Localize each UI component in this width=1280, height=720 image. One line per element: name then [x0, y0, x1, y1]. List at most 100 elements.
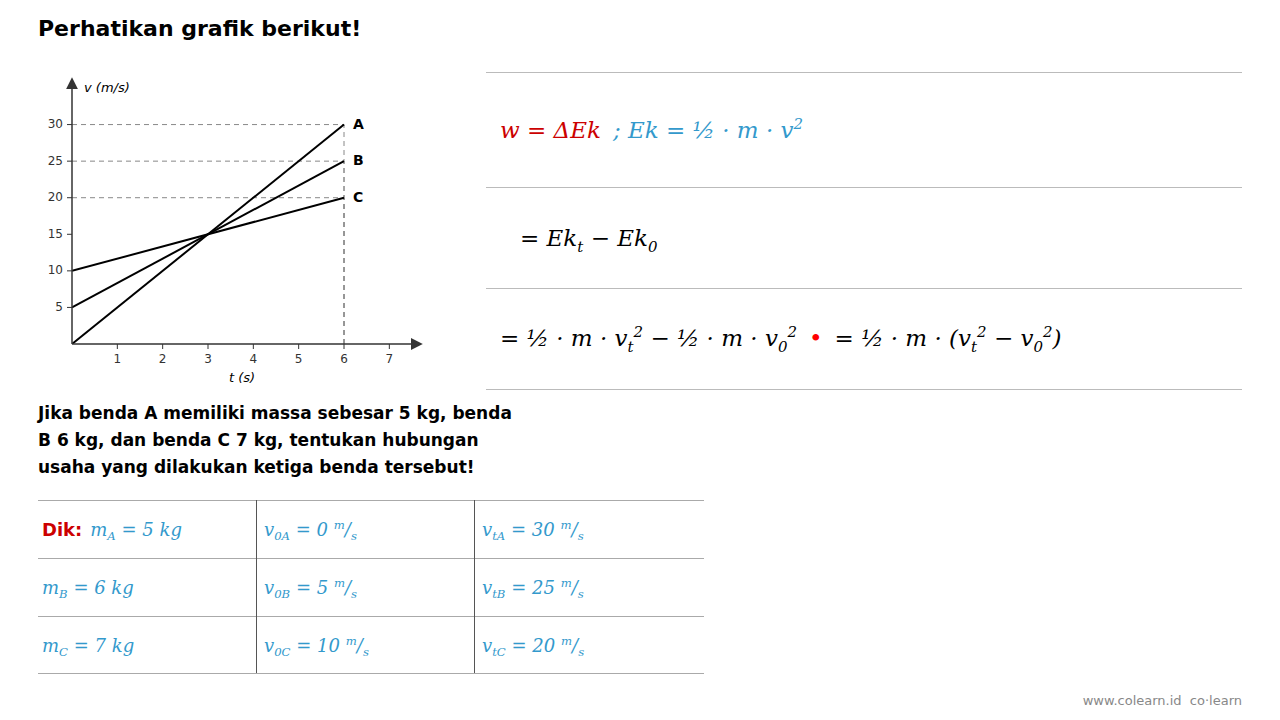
subscript: tA	[492, 529, 505, 543]
text: = 30	[505, 519, 560, 540]
x-axis-label: t (s)	[229, 370, 255, 385]
text: /	[357, 634, 363, 655]
y-tick-label: 20	[48, 190, 63, 204]
text: /	[345, 519, 351, 540]
text: = ½ · m · v	[500, 325, 628, 351]
subscript: 0C	[274, 645, 290, 659]
text: = Ek	[520, 225, 577, 251]
formula-part: w = ΔEk	[500, 117, 601, 143]
table-cell: v0B = 5 m/s	[264, 577, 357, 598]
problem-line: Jika benda A memiliki massa sebesar 5 kg…	[38, 400, 512, 427]
text: /	[572, 634, 578, 655]
formula-part: = ½ · m · vt2 − ½ · m · v02	[500, 325, 797, 351]
table-line	[38, 500, 704, 501]
subscript: B	[59, 587, 68, 601]
text: v	[482, 634, 492, 655]
problem-line: B 6 kg, dan benda C 7 kg, tentukan hubun…	[38, 427, 512, 454]
superscript: m	[561, 633, 572, 647]
text: = 5	[290, 577, 334, 598]
text: = 0	[290, 519, 334, 540]
table-line	[38, 558, 704, 559]
text: m	[90, 519, 107, 540]
text: v	[264, 634, 274, 655]
text: /	[345, 577, 351, 598]
subscript: t	[628, 338, 634, 356]
text: m	[42, 634, 59, 655]
superscript: 2	[794, 115, 804, 133]
superscript: 2	[1043, 323, 1053, 341]
text: w = ΔEk	[500, 117, 601, 143]
x-tick-label: 1	[114, 352, 122, 366]
table-cell: v0A = 0 m/s	[264, 519, 357, 540]
superscript: m	[346, 633, 357, 647]
watermark: www.colearn.id co·learn	[1083, 693, 1242, 708]
formula-part: = ½ · m · (vt2 − v02)	[835, 325, 1062, 351]
table-cell: vtA = 30 m/s	[482, 519, 584, 540]
table-cell: mC = 7 kg	[42, 634, 134, 655]
subscript: A	[107, 529, 115, 543]
reference-line	[72, 124, 344, 125]
text: )	[1053, 325, 1062, 351]
superscript: m	[334, 576, 345, 590]
text: v	[264, 577, 274, 598]
text: /	[572, 519, 578, 540]
formula-part: •	[809, 325, 823, 351]
table-separator	[474, 500, 475, 673]
formula-part: = Ekt − Ek0	[520, 225, 657, 251]
rule-line	[486, 389, 1242, 390]
text: v	[482, 519, 492, 540]
y-axis	[71, 88, 73, 344]
table-cell: vtB = 25 m/s	[482, 577, 584, 598]
text: = 6 kg	[68, 577, 134, 598]
subscript: 0	[778, 338, 788, 356]
text: − v	[987, 325, 1034, 351]
rule-line	[486, 187, 1242, 188]
reference-line	[344, 125, 345, 344]
superscript: m	[560, 518, 571, 532]
formula-part: Dik:	[42, 519, 82, 540]
formula-row: = ½ · m · vt2 − ½ · m · v02 • = ½ · m · (v…	[500, 325, 1062, 351]
x-tick-label: 4	[250, 352, 258, 366]
formula-part: vtA = 30 m/s	[482, 519, 584, 540]
formula-part: v0C = 10 m/s	[264, 634, 369, 655]
rule-line	[486, 72, 1242, 73]
series-label: B	[353, 152, 364, 168]
text: = 20	[506, 634, 561, 655]
line	[72, 161, 344, 307]
text: Dik:	[42, 519, 82, 540]
text: /	[572, 577, 578, 598]
x-tick-label: 5	[295, 352, 303, 366]
series-label: A	[353, 116, 364, 132]
subscript: s	[351, 587, 357, 601]
subscript: t	[971, 338, 977, 356]
text: v	[264, 519, 274, 540]
table-separator	[256, 500, 257, 673]
reference-line	[344, 198, 345, 344]
superscript: 2	[977, 323, 987, 341]
superscript: m	[334, 518, 345, 532]
subscript: 0B	[274, 587, 290, 601]
subscript: s	[578, 529, 584, 543]
y-axis-label: v (m/s)	[84, 80, 130, 95]
title: Perhatikan grafik berikut!	[38, 16, 361, 41]
superscript: 2	[787, 323, 797, 341]
formula-part: mB = 6 kg	[42, 577, 134, 598]
text: − Ek	[583, 225, 648, 251]
formula-row: = Ekt − Ek0	[520, 225, 657, 251]
subscript: C	[59, 645, 68, 659]
y-tick-label: 5	[55, 300, 63, 314]
x-tick-label: 7	[386, 352, 394, 366]
y-tick-label: 10	[48, 263, 63, 277]
x-tick-label: 6	[340, 352, 348, 366]
subscript: 0A	[274, 529, 290, 543]
series-label: C	[353, 189, 363, 205]
reference-line	[72, 197, 344, 198]
text: = 25	[505, 577, 560, 598]
formula-part: vtC = 20 m/s	[482, 634, 584, 655]
x-tick-label: 2	[159, 352, 167, 366]
text: = ½ · m · (v	[835, 325, 972, 351]
line	[72, 198, 344, 271]
subscript: s	[578, 645, 584, 659]
text: = 7 kg	[68, 634, 134, 655]
text: m	[42, 577, 59, 598]
